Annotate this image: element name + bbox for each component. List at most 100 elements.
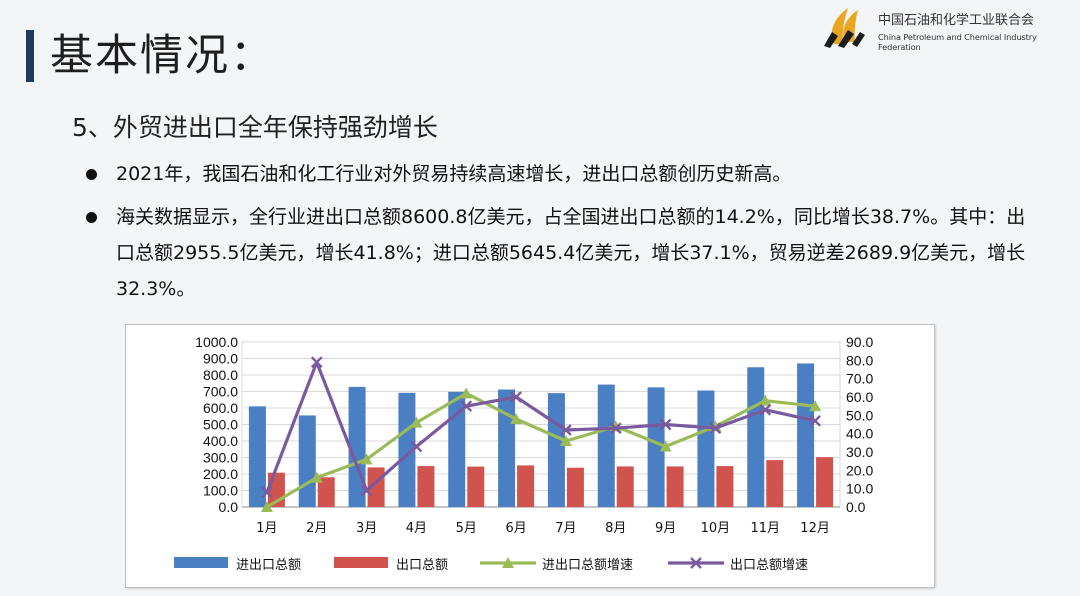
org-name-en: China Petroleum and Chemical Industry Fe… — [878, 32, 1037, 52]
point-marker-triangle — [310, 471, 323, 483]
point-marker-x — [310, 356, 323, 369]
x-category-label: 9月 — [655, 521, 676, 536]
y-right-tick-label: 20.0 — [846, 462, 873, 478]
y-right-tick-label: 40.0 — [846, 426, 873, 442]
x-category-label: 2月 — [306, 521, 327, 536]
x-category-label: 11月 — [750, 521, 780, 536]
point-marker-triangle — [260, 501, 273, 512]
bar-total-trade — [298, 415, 316, 507]
section-subtitle: 5、外贸进出口全年保持强劲增长 — [72, 113, 438, 142]
bar-export — [517, 465, 535, 507]
bar-total-trade — [647, 387, 665, 507]
legend-swatch — [334, 557, 388, 568]
point-marker-x — [560, 424, 572, 436]
bullet-dot — [86, 212, 97, 223]
bar-export — [766, 460, 784, 507]
y-left-tick-label: 300.0 — [203, 450, 238, 466]
point-marker-x — [759, 403, 772, 416]
y-left-tick-label: 0.0 — [219, 499, 239, 515]
x-category-label: 3月 — [356, 521, 377, 536]
cpcif-logo-icon — [824, 8, 865, 48]
bar-export — [616, 466, 634, 507]
bar-total-trade — [248, 406, 266, 507]
y-left-tick-label: 800.0 — [203, 367, 238, 383]
point-marker-triangle — [559, 435, 572, 446]
x-category-label: 4月 — [406, 521, 427, 536]
point-marker-triangle — [659, 440, 672, 452]
bar-total-trade — [747, 367, 765, 507]
bullet-item: 2021年，我国石油和化工行业对外贸易持续高速增长，进出口总额创历史新高。 — [80, 156, 1030, 192]
point-marker-x — [410, 440, 423, 453]
y-left-tick-label: 1000.0 — [195, 334, 238, 350]
y-right-tick-label: 30.0 — [846, 444, 873, 460]
y-right-tick-label: 70.0 — [846, 371, 873, 387]
x-category-label: 5月 — [456, 521, 477, 536]
legend-label: 进出口总额增速 — [542, 558, 633, 573]
bar-total-trade — [398, 392, 416, 507]
x-category-label: 10月 — [701, 521, 731, 536]
point-marker-x — [510, 391, 522, 403]
trade-chart: 0.0 100.0 200.0 300.0 400.0 500.0 600.0 700.0 80… — [125, 324, 935, 588]
org-name-cn: 中国石油和化学工业联合会 — [878, 13, 1035, 28]
point-marker-triangle — [759, 394, 772, 406]
legend-label: 进出口总额 — [236, 558, 301, 573]
point-marker-x — [659, 418, 672, 431]
x-category-label: 7月 — [555, 521, 576, 536]
x-category-label: 1月 — [256, 521, 277, 536]
bar-export — [566, 467, 584, 507]
bullet-item: 海关数据显示，全行业进出口总额8600.8亿美元，占全国进出口总额的14.2%，… — [80, 199, 1030, 307]
y-left-tick-label: 900.0 — [203, 351, 238, 367]
bar-total-trade — [547, 393, 565, 507]
point-marker-x — [460, 400, 473, 413]
y-right-tick-label: 50.0 — [846, 407, 873, 423]
bar-total-trade — [448, 391, 466, 507]
point-marker-triangle — [809, 400, 822, 412]
point-marker-triangle — [410, 416, 423, 428]
bar-export — [716, 466, 734, 507]
point-marker-triangle — [460, 387, 473, 399]
x-category-label: 6月 — [505, 521, 526, 536]
bar-export — [816, 457, 834, 507]
point-marker-x — [360, 484, 373, 497]
bullet-text: 海关数据显示，全行业进出口总额8600.8亿美元，占全国进出口总额的14.2%，… — [116, 206, 1026, 300]
point-marker-x — [709, 422, 722, 435]
bar-total-trade — [697, 390, 715, 507]
legend-label: 出口总额 — [396, 558, 448, 573]
point-marker-x — [261, 486, 273, 499]
x-category-label: 12月 — [800, 521, 830, 536]
bar-export — [317, 477, 335, 507]
y-left-tick-label: 500.0 — [203, 417, 238, 433]
series-line-total-growth — [266, 391, 816, 509]
point-marker-triangle — [360, 453, 373, 465]
bar-export — [467, 466, 485, 507]
y-right-tick-label: 60.0 — [846, 389, 873, 405]
series-line-export-growth — [265, 360, 816, 493]
point-marker-x — [609, 422, 622, 435]
y-left-tick-label: 400.0 — [203, 433, 238, 449]
y-left-tick-label: 100.0 — [203, 483, 238, 499]
x-category-label: 8月 — [605, 521, 626, 536]
point-marker-triangle — [510, 413, 523, 424]
y-left-tick-label: 200.0 — [203, 466, 238, 482]
y-left-tick-label: 600.0 — [203, 400, 238, 416]
legend-swatch — [174, 557, 228, 568]
legend-marker — [502, 557, 514, 568]
bar-total-trade — [498, 389, 516, 507]
point-marker-x — [809, 414, 821, 427]
bullet-dot — [86, 169, 97, 180]
bar-total-trade — [797, 363, 815, 507]
y-left-tick-label: 700.0 — [203, 384, 238, 400]
y-right-tick-label: 10.0 — [846, 481, 873, 497]
bar-export — [666, 466, 684, 507]
bullet-text: 2021年，我国石油和化工行业对外贸易持续高速增长，进出口总额创历史新高。 — [116, 163, 792, 185]
legend-marker — [690, 557, 702, 569]
bar-export — [417, 466, 435, 507]
y-right-tick-label: 0.0 — [846, 499, 866, 515]
y-right-tick-label: 90.0 — [846, 334, 873, 350]
title-accent-bar — [26, 30, 34, 82]
page-title: 基本情况： — [50, 31, 275, 81]
bar-total-trade — [597, 384, 615, 507]
chart-canvas: 0.0100.0200.0300.0400.0500.0600.0700.080… — [174, 334, 873, 573]
legend-label: 出口总额增速 — [730, 558, 808, 573]
y-right-tick-label: 80.0 — [846, 352, 873, 368]
